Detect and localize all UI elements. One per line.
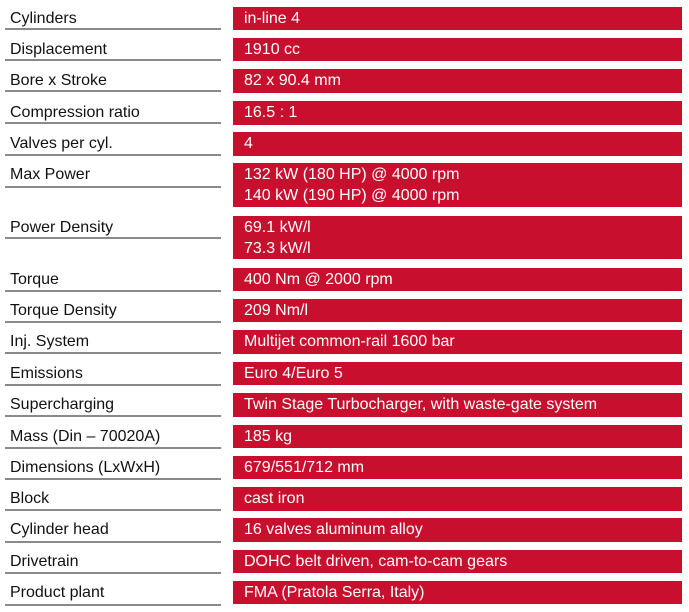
label-underline <box>5 352 221 354</box>
label-underline <box>5 237 221 239</box>
label-underline <box>5 28 221 30</box>
spec-label-mass-din-70020a: Mass (Din – 70020A) <box>10 428 161 445</box>
spec-value-line: 185 kg <box>244 428 293 445</box>
spec-value-line: 679/551/712 mm <box>244 459 365 476</box>
label-underline <box>5 122 221 124</box>
spec-value-supercharging: Twin Stage Turbocharger, with waste-gate… <box>233 393 682 417</box>
spec-value-line: 400 Nm @ 2000 rpm <box>244 271 393 288</box>
spec-value-line: FMA (Pratola Serra, Italy) <box>244 584 425 601</box>
spec-value-line: Twin Stage Turbocharger, with waste-gate… <box>244 396 598 413</box>
label-underline <box>5 90 221 92</box>
label-underline <box>5 509 221 511</box>
spec-label-max-power: Max Power <box>10 166 91 183</box>
label-underline <box>5 447 221 449</box>
label-underline <box>5 604 221 606</box>
spec-value-bore-x-stroke: 82 x 90.4 mm <box>233 69 682 93</box>
spec-value-line: 132 kW (180 HP) @ 4000 rpm <box>244 166 460 183</box>
spec-value-line: 209 Nm/l <box>244 302 309 319</box>
spec-label-cylinders: Cylinders <box>10 10 77 27</box>
label-underline <box>5 572 221 574</box>
spec-value-displacement: 1910 cc <box>233 38 682 61</box>
spec-value-line: DOHC belt driven, cam-to-cam gears <box>244 553 508 570</box>
spec-label-emissions: Emissions <box>10 365 83 382</box>
label-underline <box>5 154 221 156</box>
spec-value-block: cast iron <box>233 487 682 511</box>
spec-value-line: 82 x 90.4 mm <box>244 72 341 89</box>
label-underline <box>5 541 221 543</box>
spec-value-line: 4 <box>244 135 253 152</box>
label-underline <box>5 384 221 386</box>
spec-value-inj-system: Multijet common-rail 1600 bar <box>233 330 682 354</box>
spec-label-compression-ratio: Compression ratio <box>10 104 140 121</box>
spec-label-inj-system: Inj. System <box>10 333 90 350</box>
label-underline <box>5 415 221 417</box>
spec-value-max-power: 132 kW (180 HP) @ 4000 rpm 140 kW (190 HP… <box>233 163 682 207</box>
spec-value-emissions: Euro 4/Euro 5 <box>233 362 682 385</box>
label-underline <box>5 478 221 480</box>
spec-value-line: Multijet common-rail 1600 bar <box>244 333 455 350</box>
spec-value-valves-per-cyl: 4 <box>233 132 682 156</box>
spec-value-line: 73.3 kW/l <box>244 240 311 257</box>
spec-value-power-density: 69.1 kW/l 73.3 kW/l <box>233 216 682 259</box>
spec-value-mass-din-70020a: 185 kg <box>233 425 682 448</box>
spec-value-line: 140 kW (190 HP) @ 4000 rpm <box>244 187 460 204</box>
spec-label-cylinder-head: Cylinder head <box>10 521 109 538</box>
spec-value-line: 16 valves aluminum alloy <box>244 521 423 538</box>
spec-value-cylinder-head: 16 valves aluminum alloy <box>233 518 682 542</box>
spec-value-torque-density: 209 Nm/l <box>233 299 682 322</box>
spec-label-product-plant: Product plant <box>10 584 105 601</box>
spec-value-line: Euro 4/Euro 5 <box>244 365 343 382</box>
label-underline <box>5 290 221 292</box>
spec-label-drivetrain: Drivetrain <box>10 553 79 570</box>
spec-value-line: cast iron <box>244 490 305 507</box>
spec-label-bore-x-stroke: Bore x Stroke <box>10 72 107 89</box>
spec-label-block: Block <box>10 490 50 507</box>
spec-value-product-plant: FMA (Pratola Serra, Italy) <box>233 581 682 604</box>
spec-label-power-density: Power Density <box>10 219 114 236</box>
spec-label-valves-per-cyl: Valves per cyl. <box>10 135 113 152</box>
spec-label-supercharging: Supercharging <box>10 396 115 413</box>
spec-value-line: 16.5 : 1 <box>244 104 298 121</box>
spec-value-line: in-line 4 <box>244 10 301 27</box>
spec-label-torque: Torque <box>10 271 59 288</box>
label-underline <box>5 59 221 61</box>
spec-value-cylinders: in-line 4 <box>233 7 682 30</box>
label-underline <box>5 321 221 323</box>
spec-label-torque-density: Torque Density <box>10 302 117 319</box>
spec-value-drivetrain: DOHC belt driven, cam-to-cam gears <box>233 550 682 573</box>
spec-value-dimensions-lxwxh: 679/551/712 mm <box>233 456 682 479</box>
spec-value-torque: 400 Nm @ 2000 rpm <box>233 268 682 291</box>
label-underline <box>5 186 221 188</box>
spec-label-displacement: Displacement <box>10 41 107 58</box>
spec-value-line: 1910 cc <box>244 41 301 58</box>
spec-label-dimensions-lxwxh: Dimensions (LxWxH) <box>10 459 161 476</box>
spec-value-compression-ratio: 16.5 : 1 <box>233 101 682 125</box>
spec-value-line: 69.1 kW/l <box>244 219 311 236</box>
